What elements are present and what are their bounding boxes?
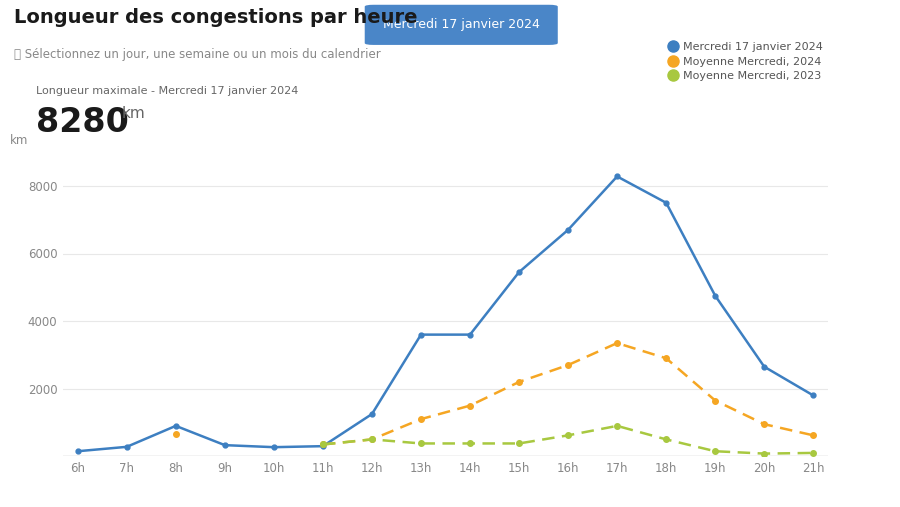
Text: km: km xyxy=(10,134,28,147)
Legend: Mercredi 17 janvier 2024, Moyenne Mercredi, 2024, Moyenne Mercredi, 2023: Mercredi 17 janvier 2024, Moyenne Mercre… xyxy=(668,42,823,81)
Text: Longueur maximale - Mercredi 17 janvier 2024: Longueur maximale - Mercredi 17 janvier … xyxy=(36,86,299,96)
Text: km: km xyxy=(122,106,145,122)
Text: Mercredi 17 janvier 2024: Mercredi 17 janvier 2024 xyxy=(382,18,540,31)
Text: ⓘ Sélectionnez un jour, une semaine ou un mois du calendrier: ⓘ Sélectionnez un jour, une semaine ou u… xyxy=(14,48,380,61)
FancyBboxPatch shape xyxy=(364,5,558,45)
Text: 8280: 8280 xyxy=(36,106,129,139)
Text: Longueur des congestions par heure: Longueur des congestions par heure xyxy=(14,8,417,26)
